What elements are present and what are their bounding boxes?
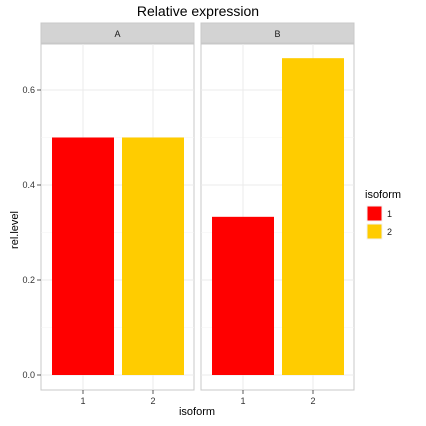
facet-panel-a: A 1 2 xyxy=(40,22,195,406)
bar-panel-a-isoform-1 xyxy=(52,137,114,375)
legend-title: isoform xyxy=(365,189,401,201)
legend: isoform 1 2 xyxy=(365,189,401,241)
x-tick-label: 2 xyxy=(150,396,155,406)
y-axis-label: rel.level xyxy=(9,211,21,249)
bar-panel-b-isoform-1 xyxy=(212,216,274,375)
y-tick-label: 0.2 xyxy=(22,275,35,285)
facet-strip-label: B xyxy=(274,29,280,39)
legend-swatch-2 xyxy=(367,224,382,239)
x-tick-label: 2 xyxy=(310,396,315,406)
chart-title: Relative expression xyxy=(137,3,259,19)
facet-strip xyxy=(200,22,355,44)
facet-strip-label: A xyxy=(114,29,120,39)
x-axis-label: isoform xyxy=(179,406,215,418)
facet-strip xyxy=(40,22,195,44)
y-tick-label: 0.6 xyxy=(22,85,35,95)
y-tick-label: 0.0 xyxy=(22,370,35,380)
x-tick-label: 1 xyxy=(240,396,245,406)
bar-panel-b-isoform-2 xyxy=(282,58,344,376)
facet-panel-b: B 1 2 xyxy=(200,22,355,406)
legend-swatch-1 xyxy=(367,206,382,221)
y-tick-label: 0.4 xyxy=(22,180,35,190)
x-tick-label: 1 xyxy=(80,396,85,406)
legend-label-2: 2 xyxy=(387,227,392,237)
y-axis: 0.0 0.2 0.4 0.6 xyxy=(22,85,41,380)
legend-label-1: 1 xyxy=(387,209,392,219)
bar-panel-a-isoform-2 xyxy=(122,137,184,375)
facet-panels: A 1 2 B 1 2 xyxy=(40,22,355,406)
